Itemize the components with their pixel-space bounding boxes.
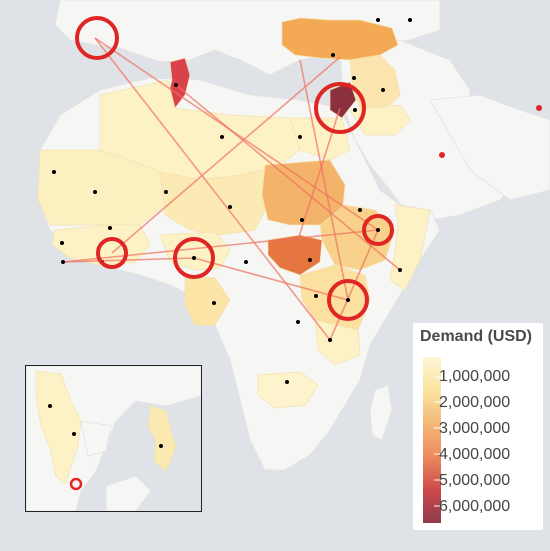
inset-svg [26,366,201,511]
point [331,53,335,57]
legend-label-6m: 6,000,000 [439,498,511,515]
point [220,135,224,139]
routes [62,37,401,341]
point [314,294,318,298]
point [408,18,412,22]
country-cameroon-gabon [184,274,231,326]
point [93,190,97,194]
point [352,76,356,80]
point [346,298,350,302]
point [60,241,64,245]
inset-myanmar-thailand [35,370,82,485]
country-egypt [289,117,351,161]
ring-marker [69,477,83,491]
point [376,228,380,232]
point [376,18,380,22]
route [299,59,349,301]
europe-land [54,0,441,76]
point [308,258,312,262]
point [536,105,542,111]
ring-marker [314,82,366,134]
arabia-east [429,94,550,201]
point [228,205,232,209]
choropleth [37,17,431,409]
route [62,229,379,263]
legend-label-4m: 4,000,000 [439,446,511,463]
legend-label-1m: 1,000,000 [439,368,511,385]
route [289,107,341,266]
point [61,260,65,264]
route [329,229,379,341]
country-south-sudan [267,234,323,276]
point [398,268,402,272]
point [353,108,357,112]
ring-marker [75,16,119,60]
inset-borneo [105,475,152,511]
point [285,380,289,384]
madagascar [369,384,393,441]
ring-marker [96,237,128,269]
country-turkey [281,17,399,61]
point [298,135,302,139]
point [212,301,216,305]
ring-marker [327,279,369,321]
country-zambia [257,371,319,409]
point [439,152,445,158]
point [328,338,332,342]
point [358,208,362,212]
route [94,37,331,341]
inset-indochina [80,420,112,457]
country-niger-chad [159,169,269,236]
country-tunisia [167,57,191,109]
point [159,444,163,448]
point [296,320,300,324]
outlier-markers [439,105,542,158]
point [381,88,385,92]
legend-title: Demand (USD) [420,328,533,345]
route [175,84,401,271]
route [193,257,349,301]
highlight-rings [75,16,394,321]
point [300,218,304,222]
point [108,226,112,230]
legend: Demand (USD) 1,000,000 2,000,000 3,000,0… [413,323,543,530]
point [48,404,52,408]
point [72,432,76,436]
inset-map [25,365,202,512]
legend-label-5m: 5,000,000 [439,472,511,489]
country-tanzania [314,319,361,366]
point [244,260,248,264]
route [62,257,195,263]
point [52,170,56,174]
ring-marker [362,214,394,246]
point [164,190,168,194]
inset-philippines [147,405,177,472]
ring-marker [173,237,215,279]
legend-color-bar [423,357,441,523]
legend-label-2m: 2,000,000 [439,394,511,411]
point [192,256,196,260]
point [174,83,178,87]
route [111,56,341,254]
legend-label-3m: 3,000,000 [439,420,511,437]
